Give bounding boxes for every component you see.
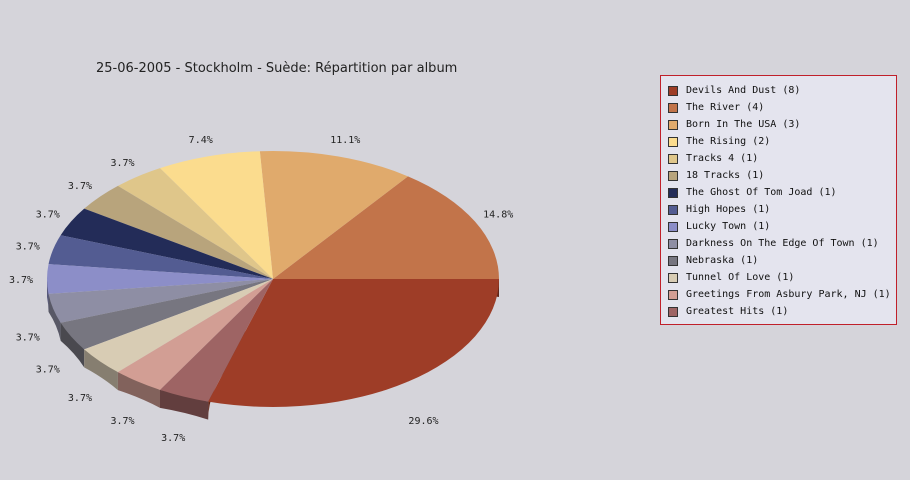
legend-item: The Ghost Of Tom Joad (1) [668,184,896,201]
legend-swatch [668,119,678,130]
legend-item: Devils And Dust (8) [668,82,896,99]
pie-percent-label: 3.7% [110,416,134,427]
legend-label: Devils And Dust (8) [686,85,801,96]
pie-slice-2[interactable] [273,176,499,279]
legend-item: Nebraska (1) [668,252,896,269]
legend-label: Tracks 4 (1) [686,153,759,164]
legend-label: The Rising (2) [686,136,771,147]
pie-slice-10[interactable] [48,279,273,323]
pie-side-13 [117,372,160,408]
legend-item: Tracks 4 (1) [668,150,896,167]
legend-swatch [668,102,678,113]
pie-side-10 [48,293,61,341]
legend-item: Lucky Town (1) [668,218,896,235]
pie-slice-6[interactable] [84,185,274,279]
pie-percent-labels: 29.6% 14.8% 11.1% 7.4% 3.7% 3.7% 3.7% 3.7% 3.7% 3… [9,135,513,444]
pie-percent-label: 3.7% [161,433,185,444]
legend-item: High Hopes (1) [668,201,896,218]
legend-label: The River (4) [686,102,765,113]
legend-label: 18 Tracks (1) [686,170,765,181]
legend-swatch [668,153,678,164]
pie-percent-label: 3.7% [36,365,60,376]
pie-slice-12[interactable] [84,279,274,373]
legend-item: 18 Tracks (1) [668,167,896,184]
pie-percent-label: 3.7% [68,181,92,192]
pie-slice-1[interactable] [208,279,499,407]
pie-slice-3[interactable] [259,151,408,279]
legend: Devils And Dust (8) The River (4) Born In … [660,75,897,325]
legend-swatch [668,187,678,198]
pie-percent-label: 3.7% [9,275,33,286]
legend-item: The River (4) [668,99,896,116]
pie-side-11 [60,322,85,368]
legend-swatch [668,85,678,96]
pie-side-12 [84,349,118,391]
legend-label: Lucky Town (1) [686,221,771,232]
pie-percent-label: 3.7% [36,209,60,220]
legend-swatch [668,136,678,147]
legend-label: High Hopes (1) [686,204,771,215]
pie-percent-label: 29.6% [408,416,438,427]
legend-label: Nebraska (1) [686,255,759,266]
legend-swatch [668,221,678,232]
pie-slice-5[interactable] [117,168,273,279]
legend-swatch [668,170,678,181]
legend-label: Tunnel Of Love (1) [686,272,795,283]
legend-label: Darkness On The Edge Of Town (1) [686,238,879,249]
pie-slice-9[interactable] [47,264,273,294]
pie-slices [47,151,499,407]
pie-percent-label: 3.7% [16,241,40,252]
pie-percent-label: 7.4% [189,135,213,146]
legend-swatch [668,255,678,266]
pie-slice-13[interactable] [117,279,273,390]
legend-item: Greatest Hits (1) [668,303,896,320]
legend-swatch [668,238,678,249]
legend-swatch [668,204,678,215]
legend-label: Born In The USA (3) [686,119,801,130]
legend-item: Greetings From Asbury Park, NJ (1) [668,286,896,303]
legend-label: The Ghost Of Tom Joad (1) [686,187,837,198]
legend-item: Tunnel Of Love (1) [668,269,896,286]
pie-slice-8[interactable] [48,235,273,279]
legend-swatch [668,289,678,300]
legend-label: Greatest Hits (1) [686,306,789,317]
pie-percent-label: 3.7% [68,393,92,404]
pie-percent-label: 14.8% [483,209,513,220]
pie-side-14 [160,389,209,420]
pie-slice-14[interactable] [160,279,273,402]
pie-percent-label: 3.7% [110,158,134,169]
legend-swatch [668,272,678,283]
legend-item: Born In The USA (3) [668,116,896,133]
pie-percent-label: 11.1% [330,135,360,146]
pie-percent-label: 3.7% [16,333,40,344]
legend-swatch [668,306,678,317]
chart-title: 25-06-2005 - Stockholm - Suède: Répartit… [96,61,458,76]
legend-item: Darkness On The Edge Of Town (1) [668,235,896,252]
pie-slice-4[interactable] [160,151,273,279]
pie-slice-11[interactable] [60,279,273,350]
legend-item: The Rising (2) [668,133,896,150]
legend-label: Greetings From Asbury Park, NJ (1) [686,289,891,300]
pie-slice-7[interactable] [60,208,273,279]
